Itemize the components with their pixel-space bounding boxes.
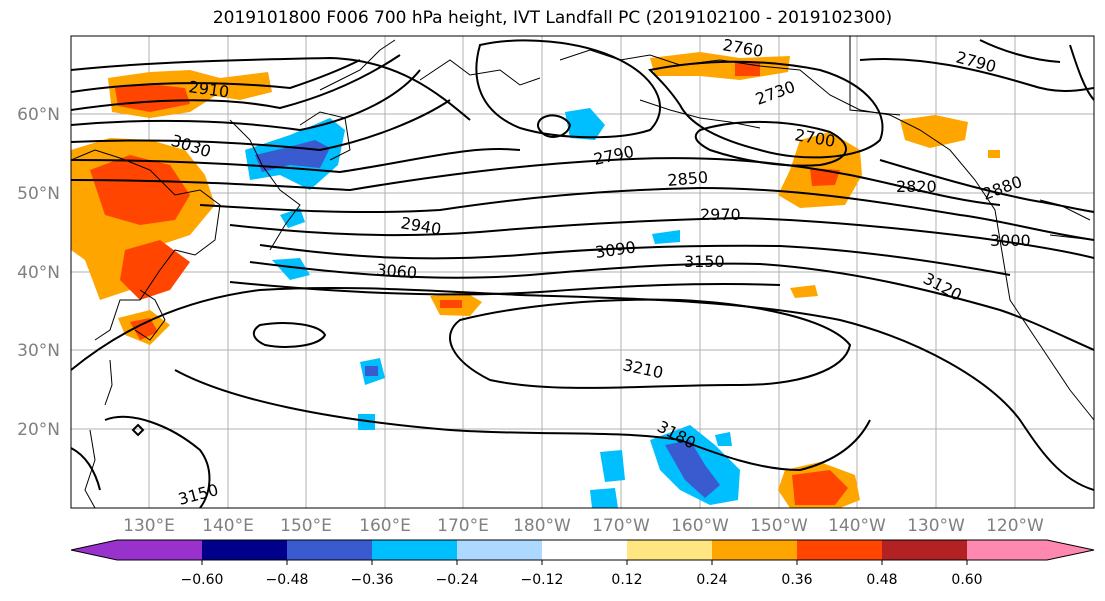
ivt-positive-shading <box>71 52 1000 508</box>
colorbar-segment <box>712 540 797 560</box>
map-border <box>70 35 1095 509</box>
lon-label: 120°W <box>986 516 1044 536</box>
lat-label: 30°N <box>17 341 60 361</box>
height-contours <box>71 39 1094 508</box>
lon-label: 160°W <box>671 516 729 536</box>
lon-label: 150°E <box>280 516 332 536</box>
colorbar-tick-label: −0.60 <box>181 572 224 588</box>
lon-label: 180°W <box>513 516 571 536</box>
contour-label: 2850 <box>667 168 709 190</box>
lat-label: 60°N <box>17 105 60 125</box>
lat-label: 40°N <box>17 263 60 283</box>
lat-label: 20°N <box>17 420 60 440</box>
lat-label: 50°N <box>17 184 60 204</box>
lon-label: 140°W <box>828 516 886 536</box>
colorbar-segment <box>117 540 202 560</box>
colorbar-segment <box>372 540 457 560</box>
colorbar-segment <box>627 540 712 560</box>
colorbar-extend-high <box>1047 540 1094 560</box>
colorbar-outline <box>70 539 1095 561</box>
colorbar-tick-label: −0.36 <box>351 572 394 588</box>
colorbar-tick-label: 0.24 <box>696 572 727 588</box>
colorbar-extend-low <box>71 540 117 560</box>
colorbar-tick-label: 0.60 <box>951 572 982 588</box>
colorbar-tick-label: 0.48 <box>866 572 897 588</box>
colorbar-segment <box>287 540 372 560</box>
latitude-labels: 60°N 50°N 40°N 30°N 20°N <box>17 105 60 440</box>
colorbar: −0.60 −0.48 −0.36 −0.24 −0.12 0.12 0.24 … <box>70 539 1095 588</box>
colorbar-tick-label: −0.12 <box>521 572 564 588</box>
contour-label: 3000 <box>990 231 1031 250</box>
ivt-negative-shading <box>245 108 740 508</box>
colorbar-tick-label: −0.24 <box>436 572 479 588</box>
colorbar-segment <box>542 540 627 560</box>
colorbar-segment <box>202 540 287 560</box>
lon-label: 170°W <box>592 516 650 536</box>
colorbar-tick-label: 0.36 <box>781 572 812 588</box>
colorbar-segment <box>882 540 967 560</box>
longitude-labels: 130°E 140°E 150°E 160°E 170°E 180°W 170°… <box>123 516 1044 536</box>
contour-label: 3150 <box>684 252 725 271</box>
lon-label: 170°E <box>437 516 489 536</box>
colorbar-tick-label: 0.12 <box>611 572 642 588</box>
contour-label: 2820 <box>896 177 937 196</box>
chart-title: 2019101800 F006 700 hPa height, IVT Land… <box>212 8 893 28</box>
colorbar-ticks <box>201 560 968 565</box>
colorbar-tick-label: −0.48 <box>266 572 309 588</box>
contour-label: 2970 <box>700 205 741 224</box>
colorbar-segment <box>457 540 542 560</box>
lon-label: 130°W <box>907 516 965 536</box>
lon-label: 140°E <box>202 516 254 536</box>
colorbar-segment <box>797 540 882 560</box>
lon-label: 160°E <box>359 516 411 536</box>
contour-label: 3060 <box>376 260 418 282</box>
lon-label: 150°W <box>750 516 808 536</box>
lon-label: 130°E <box>123 516 175 536</box>
colorbar-segment <box>967 540 1047 560</box>
